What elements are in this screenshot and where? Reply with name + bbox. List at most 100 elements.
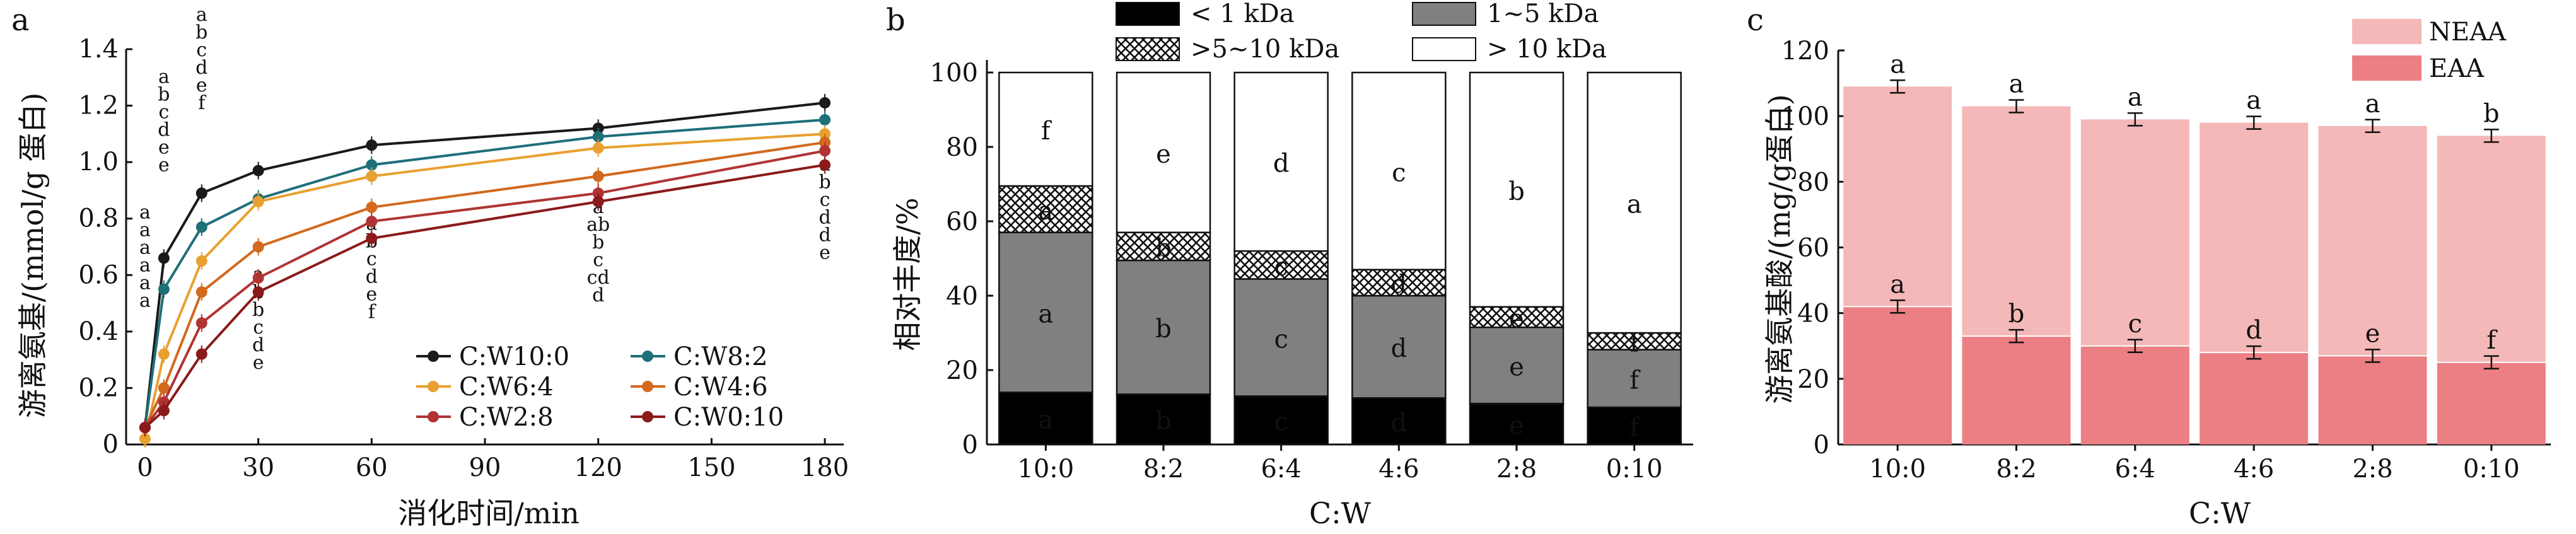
panel-c-bar-neaa bbox=[2318, 125, 2427, 356]
panel-a-series-group bbox=[139, 156, 831, 437]
panel-a-significance-letters: aaaaaaabcdeeabcdefabcdefabbcdeaabbccddab… bbox=[139, 4, 831, 374]
panel-a-y-tick-label: 0.6 bbox=[78, 260, 119, 289]
panel-a-data-point bbox=[139, 433, 151, 445]
panel-b-bar-segment bbox=[1233, 71, 1329, 252]
panel-c-bars: a a a b a c a d a e b f bbox=[1843, 50, 2546, 444]
panel-b-bar-segment bbox=[1116, 71, 1211, 233]
panel-a-data-point bbox=[195, 221, 207, 233]
panel-a-x-tick-label: 120 bbox=[574, 453, 622, 482]
panel-c-bar-neaa bbox=[2200, 122, 2309, 353]
panel-a-data-point bbox=[252, 286, 264, 298]
panel-b-bar-segment bbox=[1351, 71, 1447, 270]
panel-c-legend-swatch bbox=[2352, 19, 2422, 44]
panel-a-sig-letter: cd bbox=[587, 267, 610, 289]
panel-c-axes: 0 20 40 60 80 100 120 10:0 8:2 6:4 4:6 2:8 0:10 bbox=[1781, 37, 2551, 484]
panel-a-x-tick-label: 0 bbox=[137, 453, 153, 482]
panel-a-sig-letter: d bbox=[592, 284, 604, 306]
panel-c-bar-eaa bbox=[2318, 356, 2427, 444]
panel-a-legend-label: C:W4:6 bbox=[673, 373, 768, 402]
panel-b-bar-segment bbox=[1351, 294, 1447, 399]
panel-a-data-point bbox=[252, 165, 264, 177]
panel-a-data-point bbox=[366, 233, 378, 245]
panel-b-legend-label: 1~5 kDa bbox=[1487, 0, 1599, 28]
panel-b-legend-swatch bbox=[1116, 37, 1180, 61]
panel-c-y-tick-label: 40 bbox=[1797, 299, 1829, 328]
panel-b-sig-letter: e bbox=[1156, 140, 1171, 169]
panel-a-y-tick-label: 1.4 bbox=[78, 35, 119, 64]
panel-c-legend-label: NEAA bbox=[2429, 18, 2507, 47]
panel-c-bar-neaa bbox=[2080, 119, 2189, 346]
panel-a-data-point bbox=[158, 252, 170, 264]
panel-a-x-tick-label: 180 bbox=[801, 453, 849, 482]
panel-b-legend-label: > 10 kDa bbox=[1487, 35, 1607, 64]
panel-c-bar-neaa bbox=[1962, 106, 2071, 337]
panel-a-data-point bbox=[592, 142, 604, 154]
panel-a-sig-letter: d bbox=[195, 57, 207, 79]
panel-c-stacked-bar-chart: c 游离氨基酸/(mg/g蛋白) C:W 0 20 40 60 80 100 120 10:0… bbox=[1747, 3, 2551, 530]
panel-c-y-tick-label: 20 bbox=[1797, 365, 1829, 394]
panel-a-sig-letter: c bbox=[196, 39, 207, 61]
panel-b-y-tick-label: 60 bbox=[946, 207, 978, 236]
panel-a-x-tick-label: 30 bbox=[242, 453, 274, 482]
panel-a-label: a bbox=[11, 3, 30, 38]
panel-a-sig-letter: f bbox=[198, 92, 206, 114]
panel-a-y-tick-label: 1.0 bbox=[78, 148, 119, 177]
panel-a-data-point bbox=[195, 286, 207, 298]
panel-b-bar-segment bbox=[1116, 259, 1211, 395]
panel-c-sig-letter-eaa: c bbox=[2128, 310, 2142, 339]
panel-a-legend-label: C:W10:0 bbox=[459, 342, 569, 371]
panel-b-sig-letter: a bbox=[1038, 300, 1053, 329]
panel-b-sig-letter: e bbox=[1509, 353, 1524, 382]
panel-c-bar-eaa bbox=[2437, 362, 2546, 444]
panel-a-x-tick-label: 90 bbox=[469, 453, 501, 482]
panel-a-legend-marker bbox=[642, 381, 653, 392]
panel-b-x-tick-label: 4:6 bbox=[1378, 455, 1419, 484]
panel-a-sig-letter: ab bbox=[586, 214, 610, 236]
panel-a-data-point bbox=[158, 382, 170, 394]
panel-a-x-tick-label: 150 bbox=[687, 453, 735, 482]
panel-c-bar-eaa bbox=[1843, 306, 1952, 444]
panel-a-sig-letter: f bbox=[368, 301, 376, 323]
panel-a-data-point bbox=[158, 405, 170, 417]
panel-b-bar-segment bbox=[1351, 397, 1447, 446]
panel-a-series-group bbox=[139, 125, 831, 448]
panel-a-data-point bbox=[158, 283, 170, 295]
panel-c-x-tick-label: 8:2 bbox=[1996, 455, 2036, 484]
panel-c-sig-letter-neaa: a bbox=[2128, 83, 2143, 112]
panel-c-legend-swatch bbox=[2352, 55, 2422, 81]
panel-b-bar-segment bbox=[998, 392, 1093, 446]
panel-a-data-point bbox=[366, 139, 378, 151]
panel-a-sig-letter: a bbox=[158, 66, 170, 88]
panel-c-bar-neaa bbox=[2437, 136, 2546, 363]
panel-a-sig-letter: d bbox=[819, 224, 830, 247]
panel-b-sig-letter: a bbox=[1627, 190, 1642, 219]
panel-a-sig-letter: d bbox=[158, 119, 170, 141]
panel-a-sig-letter: d bbox=[819, 207, 830, 229]
panel-c-legend: NEAA EAA bbox=[2352, 18, 2507, 83]
panel-a-data-point bbox=[195, 317, 207, 329]
panel-b-bar-segment bbox=[1233, 278, 1329, 397]
panel-a-sig-letter: e bbox=[253, 352, 264, 374]
panel-a-y-tick-label: 0 bbox=[103, 430, 119, 459]
panel-a-data-point bbox=[252, 241, 264, 253]
panel-a-sig-letter: a bbox=[139, 255, 151, 277]
panel-b-y-tick-label: 0 bbox=[962, 431, 978, 460]
panel-a-legend-label: C:W0:10 bbox=[673, 403, 784, 432]
panel-a-sig-letter: e bbox=[158, 137, 170, 159]
panel-b-bar-segment bbox=[1469, 306, 1565, 328]
panel-c-y-axis-label: 游离氨基酸/(mg/g蛋白) bbox=[1763, 94, 1797, 403]
panel-b-legend-swatch bbox=[1412, 2, 1476, 26]
panel-c-x-tick-label: 10:0 bbox=[1869, 455, 1926, 484]
panel-c-x-tick-label: 6:4 bbox=[2115, 455, 2155, 484]
panel-a-sig-letter: d bbox=[366, 266, 378, 288]
panel-a-sig-letter: c bbox=[820, 189, 830, 211]
panel-b-stacked-bar-chart: b 相对丰度/% C:W < 1 kDa 1~5 kDa >5~10 kDa > 10… bbox=[886, 0, 1693, 530]
panel-a-sig-letter: b bbox=[195, 21, 207, 44]
panel-b-sig-letter: d bbox=[1391, 334, 1407, 363]
panel-c-sig-letter-eaa: d bbox=[2246, 316, 2262, 345]
panel-a-sig-letter: a bbox=[139, 237, 151, 259]
panel-a-data-point bbox=[819, 113, 831, 125]
panel-b-sig-letter: b bbox=[1155, 407, 1172, 436]
